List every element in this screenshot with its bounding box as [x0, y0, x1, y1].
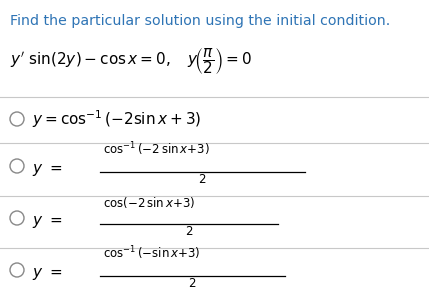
- Text: $2$: $2$: [185, 225, 193, 238]
- Text: $y\ =$: $y\ =$: [32, 214, 63, 230]
- Text: $\cos^{-1}(-2\,\sin x{+}3)$: $\cos^{-1}(-2\,\sin x{+}3)$: [103, 140, 210, 158]
- Text: $\cos^{-1}(-\sin x{+}3)$: $\cos^{-1}(-\sin x{+}3)$: [103, 244, 200, 262]
- Text: $y = \cos^{-1}(-2\sin x + 3)$: $y = \cos^{-1}(-2\sin x + 3)$: [32, 108, 201, 130]
- Text: $2$: $2$: [188, 277, 196, 290]
- Text: $y\ =$: $y\ =$: [32, 266, 63, 282]
- Text: $y\ =$: $y\ =$: [32, 162, 63, 178]
- Text: Find the particular solution using the initial condition.: Find the particular solution using the i…: [10, 14, 390, 28]
- Text: $2$: $2$: [198, 173, 206, 186]
- Text: $\cos(-2\,\sin x{+}3)$: $\cos(-2\,\sin x{+}3)$: [103, 195, 195, 210]
- Text: $y'\ \sin(2y) - \cos x = 0, \quad y\!\left(\dfrac{\pi}{2}\right) = 0$: $y'\ \sin(2y) - \cos x = 0, \quad y\!\le…: [10, 46, 252, 76]
